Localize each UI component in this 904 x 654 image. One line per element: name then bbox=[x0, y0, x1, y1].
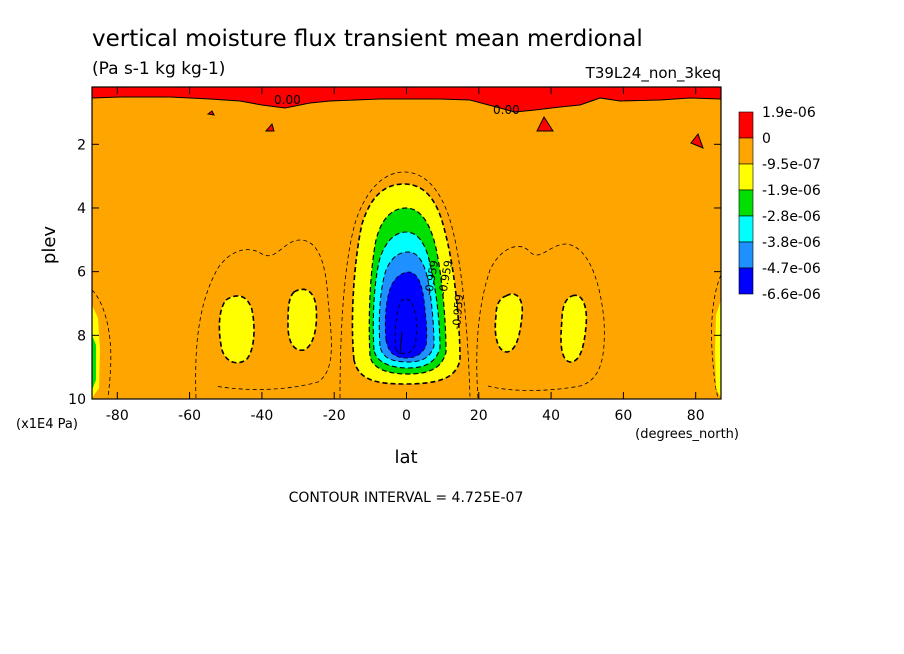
y-tick-label: 6 bbox=[77, 265, 86, 281]
x-tick-label: -20 bbox=[323, 408, 346, 424]
x-axis-title: lat bbox=[394, 447, 417, 468]
positive-patch-80n bbox=[690, 132, 704, 149]
yellow-cell-48n bbox=[560, 294, 588, 363]
contour-interval: CONTOUR INTERVAL = 4.725E-07 bbox=[289, 490, 524, 506]
contour-field: 0.00 0.00 -0.959 -0.959 -0.959 bbox=[92, 87, 721, 399]
top-zero-contour bbox=[92, 96, 721, 113]
y-tick-label: 2 bbox=[77, 137, 86, 153]
y-axis-title: plev bbox=[39, 226, 60, 265]
contour-label-top-left: 0.00 bbox=[274, 93, 301, 107]
colorbar-swatch bbox=[738, 189, 754, 217]
x-tick-label: 80 bbox=[687, 408, 705, 424]
colorbar-label: -4.7e-06 bbox=[762, 261, 821, 277]
y-tick-label: 4 bbox=[77, 201, 86, 217]
colorbar-label: -6.6e-06 bbox=[762, 287, 821, 303]
chart-title: vertical moisture flux transient mean me… bbox=[92, 26, 643, 52]
yellow-cell-50s bbox=[218, 295, 255, 364]
positive-patch-50s bbox=[206, 110, 215, 116]
x-tick-label: 20 bbox=[470, 408, 488, 424]
top-positive-region bbox=[92, 87, 721, 112]
chart-units: (Pa s-1 kg kg-1) bbox=[92, 59, 225, 79]
colorbar-swatch bbox=[738, 215, 754, 243]
contour-label-core-2: -0.959 bbox=[422, 259, 441, 296]
y-units-label: (x1E4 Pa) bbox=[16, 417, 78, 432]
outer-contour-center bbox=[339, 171, 471, 399]
colorbar-label: 0 bbox=[762, 131, 771, 147]
contour-label-core-3: -0.959 bbox=[450, 294, 466, 330]
y-tick-label: 8 bbox=[77, 328, 86, 344]
colorbar: 1.9e-06 0 -9.5e-07 -1.9e-06 -2.8e-06 -3.8e-06… bbox=[738, 105, 821, 303]
colorbar-swatch bbox=[738, 137, 754, 165]
x-tick-label: -60 bbox=[178, 408, 201, 424]
contour-label-top-right: 0.00 bbox=[493, 103, 520, 117]
outer-contour-left bbox=[195, 239, 332, 399]
x-tick-label: -40 bbox=[250, 408, 273, 424]
colorbar-swatch bbox=[738, 241, 754, 269]
x-tick-label: -80 bbox=[106, 408, 129, 424]
run-label: T39L24_non_3keq bbox=[585, 64, 721, 83]
colorbar-label: -2.8e-06 bbox=[762, 209, 821, 225]
y-tick-label: 10 bbox=[68, 392, 86, 408]
colorbar-label: -1.9e-06 bbox=[762, 183, 821, 199]
colorbar-label: -3.8e-06 bbox=[762, 235, 821, 251]
positive-patch-38n bbox=[536, 115, 554, 132]
yellow-cell-30n bbox=[494, 293, 524, 353]
colorbar-swatch bbox=[738, 267, 754, 295]
y-axis: 2 4 6 8 10 bbox=[68, 137, 721, 408]
central-tick-line bbox=[399, 331, 403, 355]
colorbar-swatch bbox=[738, 111, 754, 139]
x-axis: -80 -60 -40 -20 0 20 40 60 80 bbox=[106, 87, 705, 424]
central-blue-core bbox=[384, 271, 428, 359]
x-units-label: (degrees_north) bbox=[635, 427, 739, 442]
right-edge-yellow bbox=[715, 300, 721, 398]
positive-patch-38s bbox=[264, 122, 275, 132]
colorbar-swatch bbox=[738, 163, 754, 191]
yellow-cell-30s bbox=[287, 288, 318, 351]
x-tick-label: 40 bbox=[542, 408, 560, 424]
x-tick-label: 60 bbox=[614, 408, 632, 424]
colorbar-label: 1.9e-06 bbox=[762, 105, 816, 121]
central-inner-contour bbox=[394, 298, 418, 354]
contour-label-core-1: -0.959 bbox=[436, 259, 455, 296]
outer-contour-right bbox=[476, 243, 605, 399]
x-tick-label: 0 bbox=[402, 408, 411, 424]
left-edge-green bbox=[92, 335, 96, 390]
colorbar-label: -9.5e-07 bbox=[762, 157, 821, 173]
right-edge-contour bbox=[711, 274, 721, 399]
